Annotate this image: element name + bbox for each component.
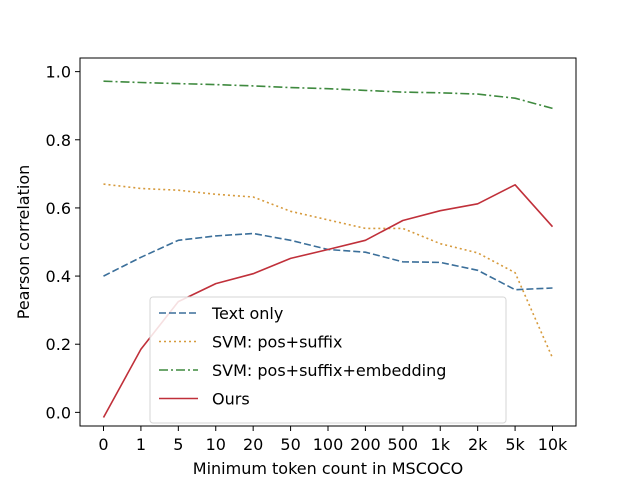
- x-tick-label: 1k: [431, 435, 451, 454]
- y-tick-label: 0.2: [46, 335, 71, 354]
- x-tick-label: 5k: [505, 435, 525, 454]
- series-line-svm-pos-suffix-embedding: [103, 80, 553, 110]
- legend-label: SVM: pos+suffix+embedding: [212, 361, 446, 380]
- y-tick-label: 0.6: [46, 199, 71, 218]
- legend-label: SVM: pos+suffix: [212, 333, 342, 352]
- legend: Text only SVM: pos+suffix SVM: pos+suffix+…: [149, 296, 507, 424]
- y-axis-label: Pearson correlation: [14, 165, 33, 320]
- x-tick-label: 1: [136, 435, 146, 454]
- x-tick-label: 5: [173, 435, 183, 454]
- y-axis: 0.0 0.2 0.4 0.6 0.8 1.0: [46, 63, 80, 422]
- y-tick-label: 0.0: [46, 403, 71, 422]
- x-tick-label: 100: [313, 435, 344, 454]
- x-tick-label: 10: [206, 435, 226, 454]
- x-tick-label: 50: [280, 435, 300, 454]
- series-line-svm-pos-suffix: [103, 183, 554, 359]
- x-tick-label: 0: [98, 435, 108, 454]
- y-tick-label: 0.8: [46, 131, 71, 150]
- x-tick-label: 20: [243, 435, 263, 454]
- x-axis: 0 1 5 10 20 50 100 200 500 1k 2k 5k 10k: [98, 426, 568, 454]
- x-tick-label: 500: [388, 435, 419, 454]
- y-tick-label: 0.4: [46, 267, 71, 286]
- x-tick-label: 200: [350, 435, 381, 454]
- y-tick-label: 1.0: [46, 63, 71, 82]
- legend-label: Text only: [211, 304, 283, 323]
- x-axis-label: Minimum token count in MSCOCO: [193, 459, 463, 478]
- legend-box: [149, 296, 507, 424]
- x-tick-label: 10k: [538, 435, 568, 454]
- legend-label: Ours: [212, 390, 250, 409]
- series-line-text-only: [103, 232, 553, 291]
- x-tick-label: 2k: [468, 435, 488, 454]
